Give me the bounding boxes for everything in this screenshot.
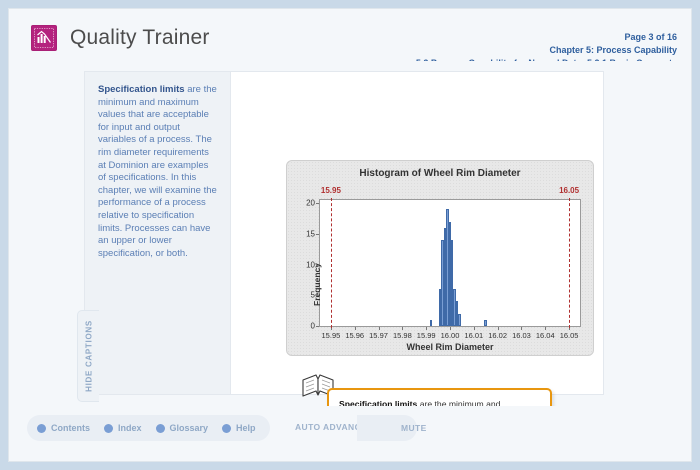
upper-spec-limit-line [569,198,571,328]
x-tick-label: 15.99 [416,331,436,340]
y-tick-label: 10 [306,260,315,270]
nav-item-label: Contents [51,423,90,433]
plot-area: Frequency Wheel Rim Diameter 0 5 10 15 20 15.… [306,186,581,352]
x-tick-mark [426,327,428,330]
histogram-bar [441,239,444,326]
nav-menu-pill: Contents Index Glossary Help [27,415,270,441]
histogram-bar [443,227,447,326]
x-tick-mark [473,327,475,330]
bullet-dot-icon [104,423,113,433]
page-title: Quality Trainer [70,26,210,49]
caption-panel: Specification limits are the minimum and… [85,72,231,394]
x-tick-label: 16.05 [559,331,579,340]
histogram-bar [429,319,432,326]
mute-pill-background [357,415,417,441]
lesson-stage: Specification limits are the minimum and… [9,61,691,436]
lower-spec-limit-line [330,198,332,328]
nav-item-index[interactable]: Index [104,423,142,433]
app-header: Quality Trainer Page 3 of 16 Chapter 5: … [9,9,691,68]
x-tick-label: 15.98 [392,331,412,340]
app-logo: Quality Trainer [31,25,210,51]
y-tick-label: 20 [306,198,315,208]
x-tick-label: 16.01 [464,331,484,340]
nav-item-contents[interactable]: Contents [37,423,90,433]
histogram-bar [446,209,449,326]
auto-advance-label: AUTO ADVANCE [295,422,368,432]
x-tick-mark [521,327,523,330]
y-tick-mark [316,203,319,205]
x-tick-label: 16.04 [535,331,555,340]
callout-term: Specification limits [339,399,418,409]
nav-item-glossary[interactable]: Glossary [155,423,209,433]
x-tick-label: 16.03 [512,331,531,340]
histogram-panel: Histogram of Wheel Rim Diameter Frequenc… [286,160,594,356]
y-tick-label: 0 [310,321,315,331]
hide-captions-label: HIDE CAPTIONS [84,320,93,392]
caption-body: are the minimum and maximum values that … [98,84,217,259]
y-tick-label: 15 [306,229,315,239]
histogram-bar [448,221,451,326]
x-tick-mark [450,327,451,330]
histogram-bar [453,289,456,326]
y-tick-mark [316,326,319,327]
x-axis-label: Wheel Rim Diameter [406,342,494,352]
nav-item-label: Glossary [169,423,209,433]
y-tick-mark [316,233,319,235]
quality-trainer-app: Quality Trainer Page 3 of 16 Chapter 5: … [8,8,692,462]
x-tick-label: 15.95 [321,331,341,340]
page-indicator: Page 3 of 16 [624,32,677,42]
x-tick-label: 15.96 [345,331,365,340]
chapter-label: Chapter 5: Process Capability [549,45,677,55]
chart-logo-icon [31,25,57,51]
player-toolbar: Contents Index Glossary Help AUTO ADVANCE M… [9,406,691,461]
histogram-bar [439,289,442,326]
histogram-bar [484,319,487,326]
x-tick-mark [569,327,571,330]
histogram-bars [320,200,580,326]
chart-title: Histogram of Wheel Rim Diameter [359,168,521,179]
nav-item-help[interactable]: Help [222,423,256,433]
x-tick-mark [354,327,356,330]
caption-text: Specification limits are the minimum and… [98,84,218,260]
upper-spec-limit-label: 16.05 [559,186,580,195]
histogram-bar [458,313,461,326]
y-tick-label: 5 [310,290,315,300]
lower-spec-limit-label: 15.95 [320,186,341,195]
x-tick-mark [497,327,499,330]
caption-term: Specification limits [98,84,185,95]
y-tick-mark [316,295,319,297]
x-tick-label: 16.00 [440,331,460,340]
histogram-bar [451,239,454,326]
nav-item-label: Help [236,423,256,433]
bullet-dot-icon [37,423,46,433]
mute-label: MUTE [401,423,427,433]
nav-item-label: Index [118,423,142,433]
x-tick-mark [378,327,380,330]
bullet-dot-icon [155,423,165,433]
x-tick-label: 15.97 [369,331,388,340]
histogram-bar [455,301,459,326]
hide-captions-tab[interactable]: HIDE CAPTIONS [77,310,99,402]
x-tick-mark [330,327,332,330]
y-tick-mark [316,264,319,266]
x-tick-mark [402,327,404,330]
open-book-icon [301,372,335,403]
bullet-dot-icon [222,423,232,433]
x-tick-mark [545,327,547,330]
x-tick-label: 16.02 [488,331,508,340]
